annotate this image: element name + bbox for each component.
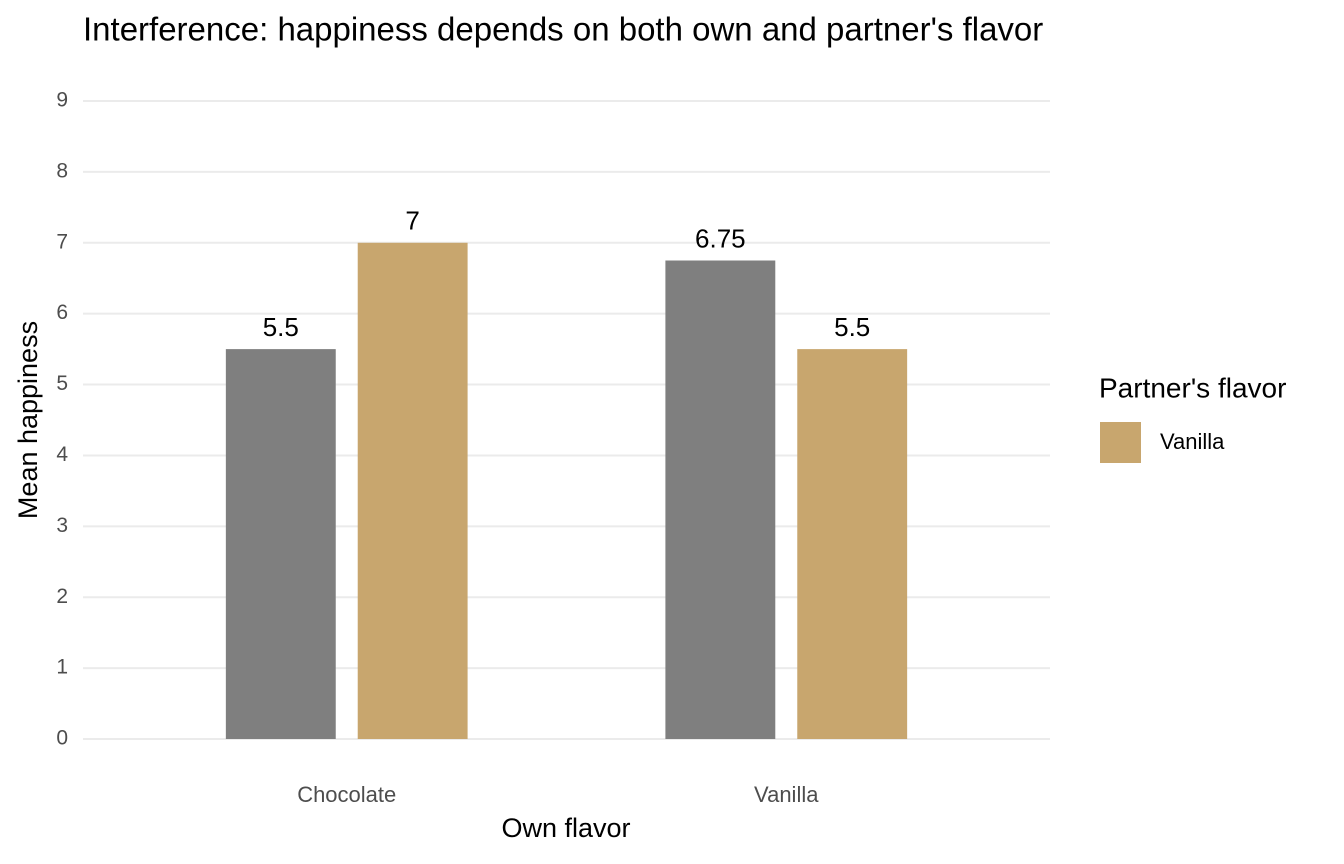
data-label: 5.5 [834, 312, 870, 342]
y-tick-label: 4 [56, 443, 68, 466]
y-tick-label: 3 [56, 514, 68, 537]
legend-title: Partner's flavor [1099, 372, 1286, 403]
data-label: 6.75 [695, 223, 746, 253]
bar [357, 242, 468, 739]
y-tick-label: 8 [56, 159, 68, 182]
data-label: 5.5 [263, 312, 299, 342]
y-tick-label: 7 [56, 230, 68, 253]
legend-swatch [1100, 422, 1141, 463]
bar [225, 349, 336, 739]
y-tick-label: 2 [56, 585, 68, 608]
y-tick-label: 0 [56, 727, 68, 750]
chart-title: Interference: happiness depends on both … [83, 11, 1043, 48]
x-tick-label: Vanilla [754, 782, 819, 807]
y-tick-label: 6 [56, 301, 68, 324]
y-tick-label: 5 [56, 372, 68, 395]
bar [797, 349, 908, 739]
x-axis-label: Own flavor [501, 813, 630, 843]
legend-label: Vanilla [1160, 429, 1225, 454]
y-axis-label: Mean happiness [13, 321, 43, 519]
data-label: 7 [405, 206, 419, 236]
bar [665, 260, 776, 739]
x-tick-label: Chocolate [297, 782, 396, 807]
y-tick-label: 1 [56, 656, 68, 679]
y-tick-label: 9 [56, 89, 68, 112]
